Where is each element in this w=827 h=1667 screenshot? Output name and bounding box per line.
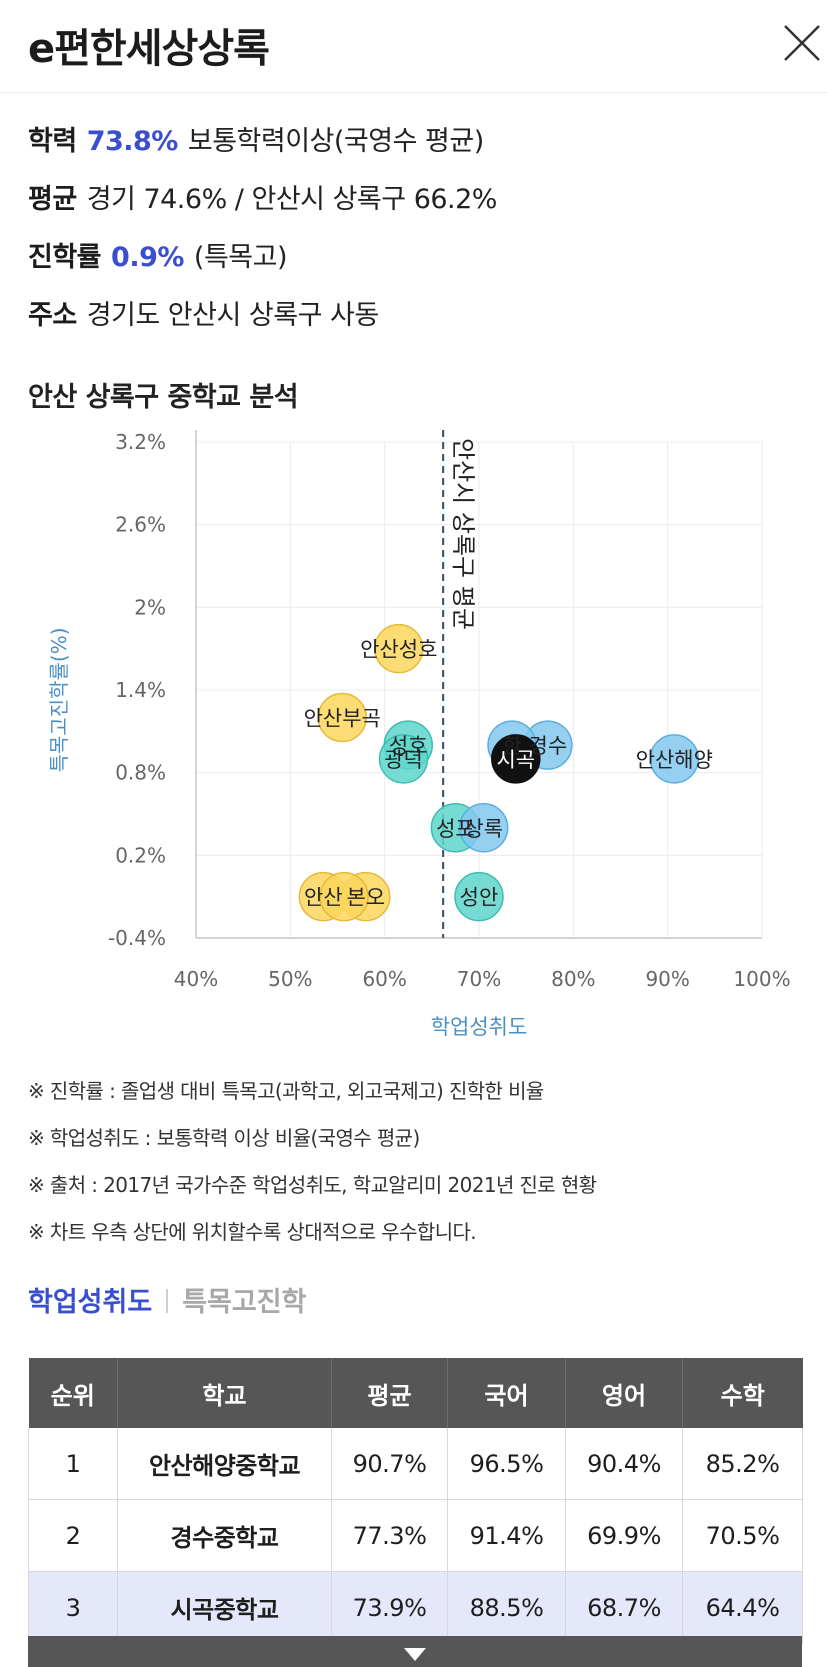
note-achievement: ※ 학업성취도 : 보통학력 이상 비율(국영수 평균): [28, 1126, 420, 1150]
data-label: 광덕: [384, 748, 423, 772]
data-label: 상록: [464, 817, 503, 841]
section-title: 안산 상록구 중학교 분석: [28, 382, 299, 413]
x-tick-label: 40%: [174, 967, 218, 991]
y-tick-label: 2%: [134, 595, 166, 619]
data-label: 안산해양: [636, 748, 713, 772]
header-korean: 국어: [447, 1358, 566, 1428]
header-english: 영어: [565, 1358, 683, 1428]
expand-table-button[interactable]: [28, 1636, 802, 1667]
rank-cell: 1: [28, 1428, 118, 1500]
advance-desc: (특목고): [193, 242, 288, 273]
school-cell: 경수중학교: [117, 1499, 332, 1572]
table-row[interactable]: 2 경수중학교 77.3% 91.4% 69.9% 70.5%: [28, 1499, 803, 1572]
address-desc: 경기도 안산시 상록구 사동: [86, 300, 380, 331]
y-tick-label: 0.2%: [115, 843, 166, 867]
data-label: 성포: [436, 817, 475, 841]
data-point: [491, 734, 541, 784]
english-cell: 68.7%: [565, 1571, 683, 1644]
data-point: [317, 692, 367, 743]
scatter-chart: 3.2% 2.6% 2% 1.4% 0.8% 0.2% -0.4% 40% 50% 60% 70% 8…: [0, 430, 827, 1050]
advance-label: 진학률: [28, 242, 102, 273]
note-source: ※ 출처 : 2017년 국가수준 학업성취도, 학교알리미 2021년 진로 …: [28, 1173, 597, 1197]
advance-value: 0.9%: [111, 242, 184, 273]
y-tick-label: -0.4%: [108, 926, 166, 950]
school-cell: 안산해양중학교: [117, 1428, 332, 1500]
data-label: 본오: [346, 886, 385, 910]
y-axis-title: 특목고진학률(%): [47, 627, 71, 772]
data-point: [319, 871, 369, 922]
data-label: 경수: [529, 734, 568, 758]
school-info: 학력 73.8% 보통학력이상(국영수 평균) 평균 경기 74.6% / 안산시 상…: [28, 113, 808, 345]
address-label: 주소: [28, 300, 77, 331]
header-math: 수학: [682, 1358, 803, 1428]
table-header-row: 순위 학교 평균 국어 영어 수학: [28, 1358, 803, 1428]
x-tick-label: 90%: [645, 967, 689, 991]
tab-bar: 학업성취도 특목고진학: [28, 1283, 306, 1323]
info-advance: 진학률 0.9% (특목고): [28, 229, 808, 287]
data-point: [374, 623, 424, 674]
x-tick-label: 60%: [362, 967, 406, 991]
data-label: 성호: [389, 734, 428, 758]
average-cell: 77.3%: [331, 1499, 448, 1572]
english-cell: 90.4%: [565, 1428, 683, 1500]
rank-cell: 2: [28, 1499, 118, 1572]
header-school: 학교: [117, 1358, 332, 1428]
data-point: [454, 871, 504, 922]
note-advance-rate: ※ 진학률 : 졸업생 대비 특목고(과학고, 외고국제고) 진학한 비율: [28, 1079, 544, 1103]
x-axis-title: 학업성취도: [431, 1015, 528, 1039]
academic-desc: 보통학력이상(국영수 평균): [187, 126, 484, 157]
average-desc: 경기 74.6% / 안산시 상록구 66.2%: [86, 184, 498, 215]
x-tick-label: 50%: [268, 967, 312, 991]
korean-cell: 91.4%: [447, 1499, 566, 1572]
math-cell: 70.5%: [682, 1499, 803, 1572]
x-tick-label: 80%: [551, 967, 595, 991]
math-cell: 85.2%: [682, 1428, 803, 1500]
x-tick-label: 100%: [733, 967, 790, 991]
data-label: 안산: [304, 886, 343, 910]
tab-special-school[interactable]: 특목고진학: [182, 1287, 307, 1318]
rank-cell: 3: [28, 1571, 118, 1644]
school-cell: 시곡중학교: [117, 1571, 332, 1644]
math-cell: 64.4%: [682, 1571, 803, 1644]
data-point: [649, 734, 700, 784]
table-row[interactable]: 1 안산해양중학교 90.7% 96.5% 90.4% 85.2%: [28, 1428, 803, 1500]
info-address: 주소 경기도 안산시 상록구 사동: [28, 287, 808, 345]
data-label: 한: [502, 734, 521, 758]
average-label: 평균: [28, 184, 77, 215]
data-point: [378, 734, 429, 784]
close-icon[interactable]: [777, 18, 827, 68]
data-label: 시곡: [496, 748, 535, 772]
average-cell: 73.9%: [331, 1571, 448, 1644]
korean-cell: 96.5%: [447, 1428, 566, 1500]
ranking-table: 순위 학교 평균 국어 영어 수학 1 안산해양중학교 90.7% 96.5% …: [28, 1358, 803, 1644]
y-tick-label: 3.2%: [115, 430, 166, 454]
data-label: 안산부곡: [304, 707, 381, 731]
chevron-down-icon: [404, 1648, 426, 1661]
table-row-current[interactable]: 3 시곡중학교 73.9% 88.5% 68.7% 64.4%: [28, 1571, 803, 1644]
header: e편한세상상록: [0, 0, 827, 93]
reference-line-label: 안산시 상록구 평균: [449, 438, 477, 630]
y-tick-label: 1.4%: [115, 678, 166, 702]
average-cell: 90.7%: [331, 1428, 448, 1500]
tab-divider: [166, 1289, 169, 1313]
info-academic: 학력 73.8% 보통학력이상(국영수 평균): [28, 113, 808, 171]
page-title: e편한세상상록: [28, 26, 270, 72]
data-label: 성안: [460, 886, 499, 910]
notes: ※ 진학률 : 졸업생 대비 특목고(과학고, 외고국제고) 진학한 비율 ※ …: [28, 1068, 818, 1256]
academic-value: 73.8%: [86, 126, 179, 157]
academic-label: 학력: [28, 126, 77, 157]
korean-cell: 88.5%: [447, 1571, 566, 1644]
chart-svg: 3.2% 2.6% 2% 1.4% 0.8% 0.2% -0.4% 40% 50% 60% 70% 8…: [47, 430, 791, 1039]
info-average: 평균 경기 74.6% / 안산시 상록구 66.2%: [28, 171, 808, 229]
header-average: 평균: [331, 1358, 448, 1428]
header-rank: 순위: [28, 1358, 118, 1428]
x-tick-label: 70%: [457, 967, 501, 991]
english-cell: 69.9%: [565, 1499, 683, 1572]
data-point: [458, 803, 509, 853]
note-chart-guide: ※ 차트 우측 상단에 위치할수록 상대적으로 우수합니다.: [28, 1220, 477, 1244]
tab-achievement[interactable]: 학업성취도: [28, 1287, 153, 1318]
y-tick-label: 0.8%: [115, 761, 166, 785]
y-tick-label: 2.6%: [115, 513, 166, 537]
data-label: 안산성호: [360, 638, 437, 662]
